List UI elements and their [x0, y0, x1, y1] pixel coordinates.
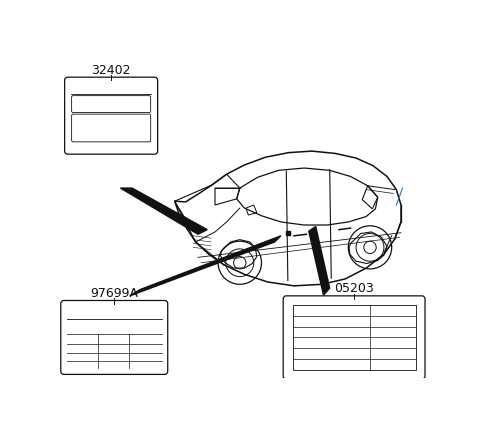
- Text: 97699A: 97699A: [90, 287, 138, 300]
- FancyBboxPatch shape: [72, 114, 151, 142]
- FancyBboxPatch shape: [283, 296, 425, 379]
- FancyBboxPatch shape: [65, 77, 157, 154]
- FancyBboxPatch shape: [72, 96, 151, 113]
- Text: 32402: 32402: [91, 64, 131, 77]
- Polygon shape: [309, 227, 330, 295]
- Polygon shape: [120, 188, 207, 234]
- Text: 05203: 05203: [334, 283, 374, 295]
- Polygon shape: [130, 236, 281, 296]
- FancyBboxPatch shape: [61, 300, 168, 374]
- Bar: [292, 305, 416, 370]
